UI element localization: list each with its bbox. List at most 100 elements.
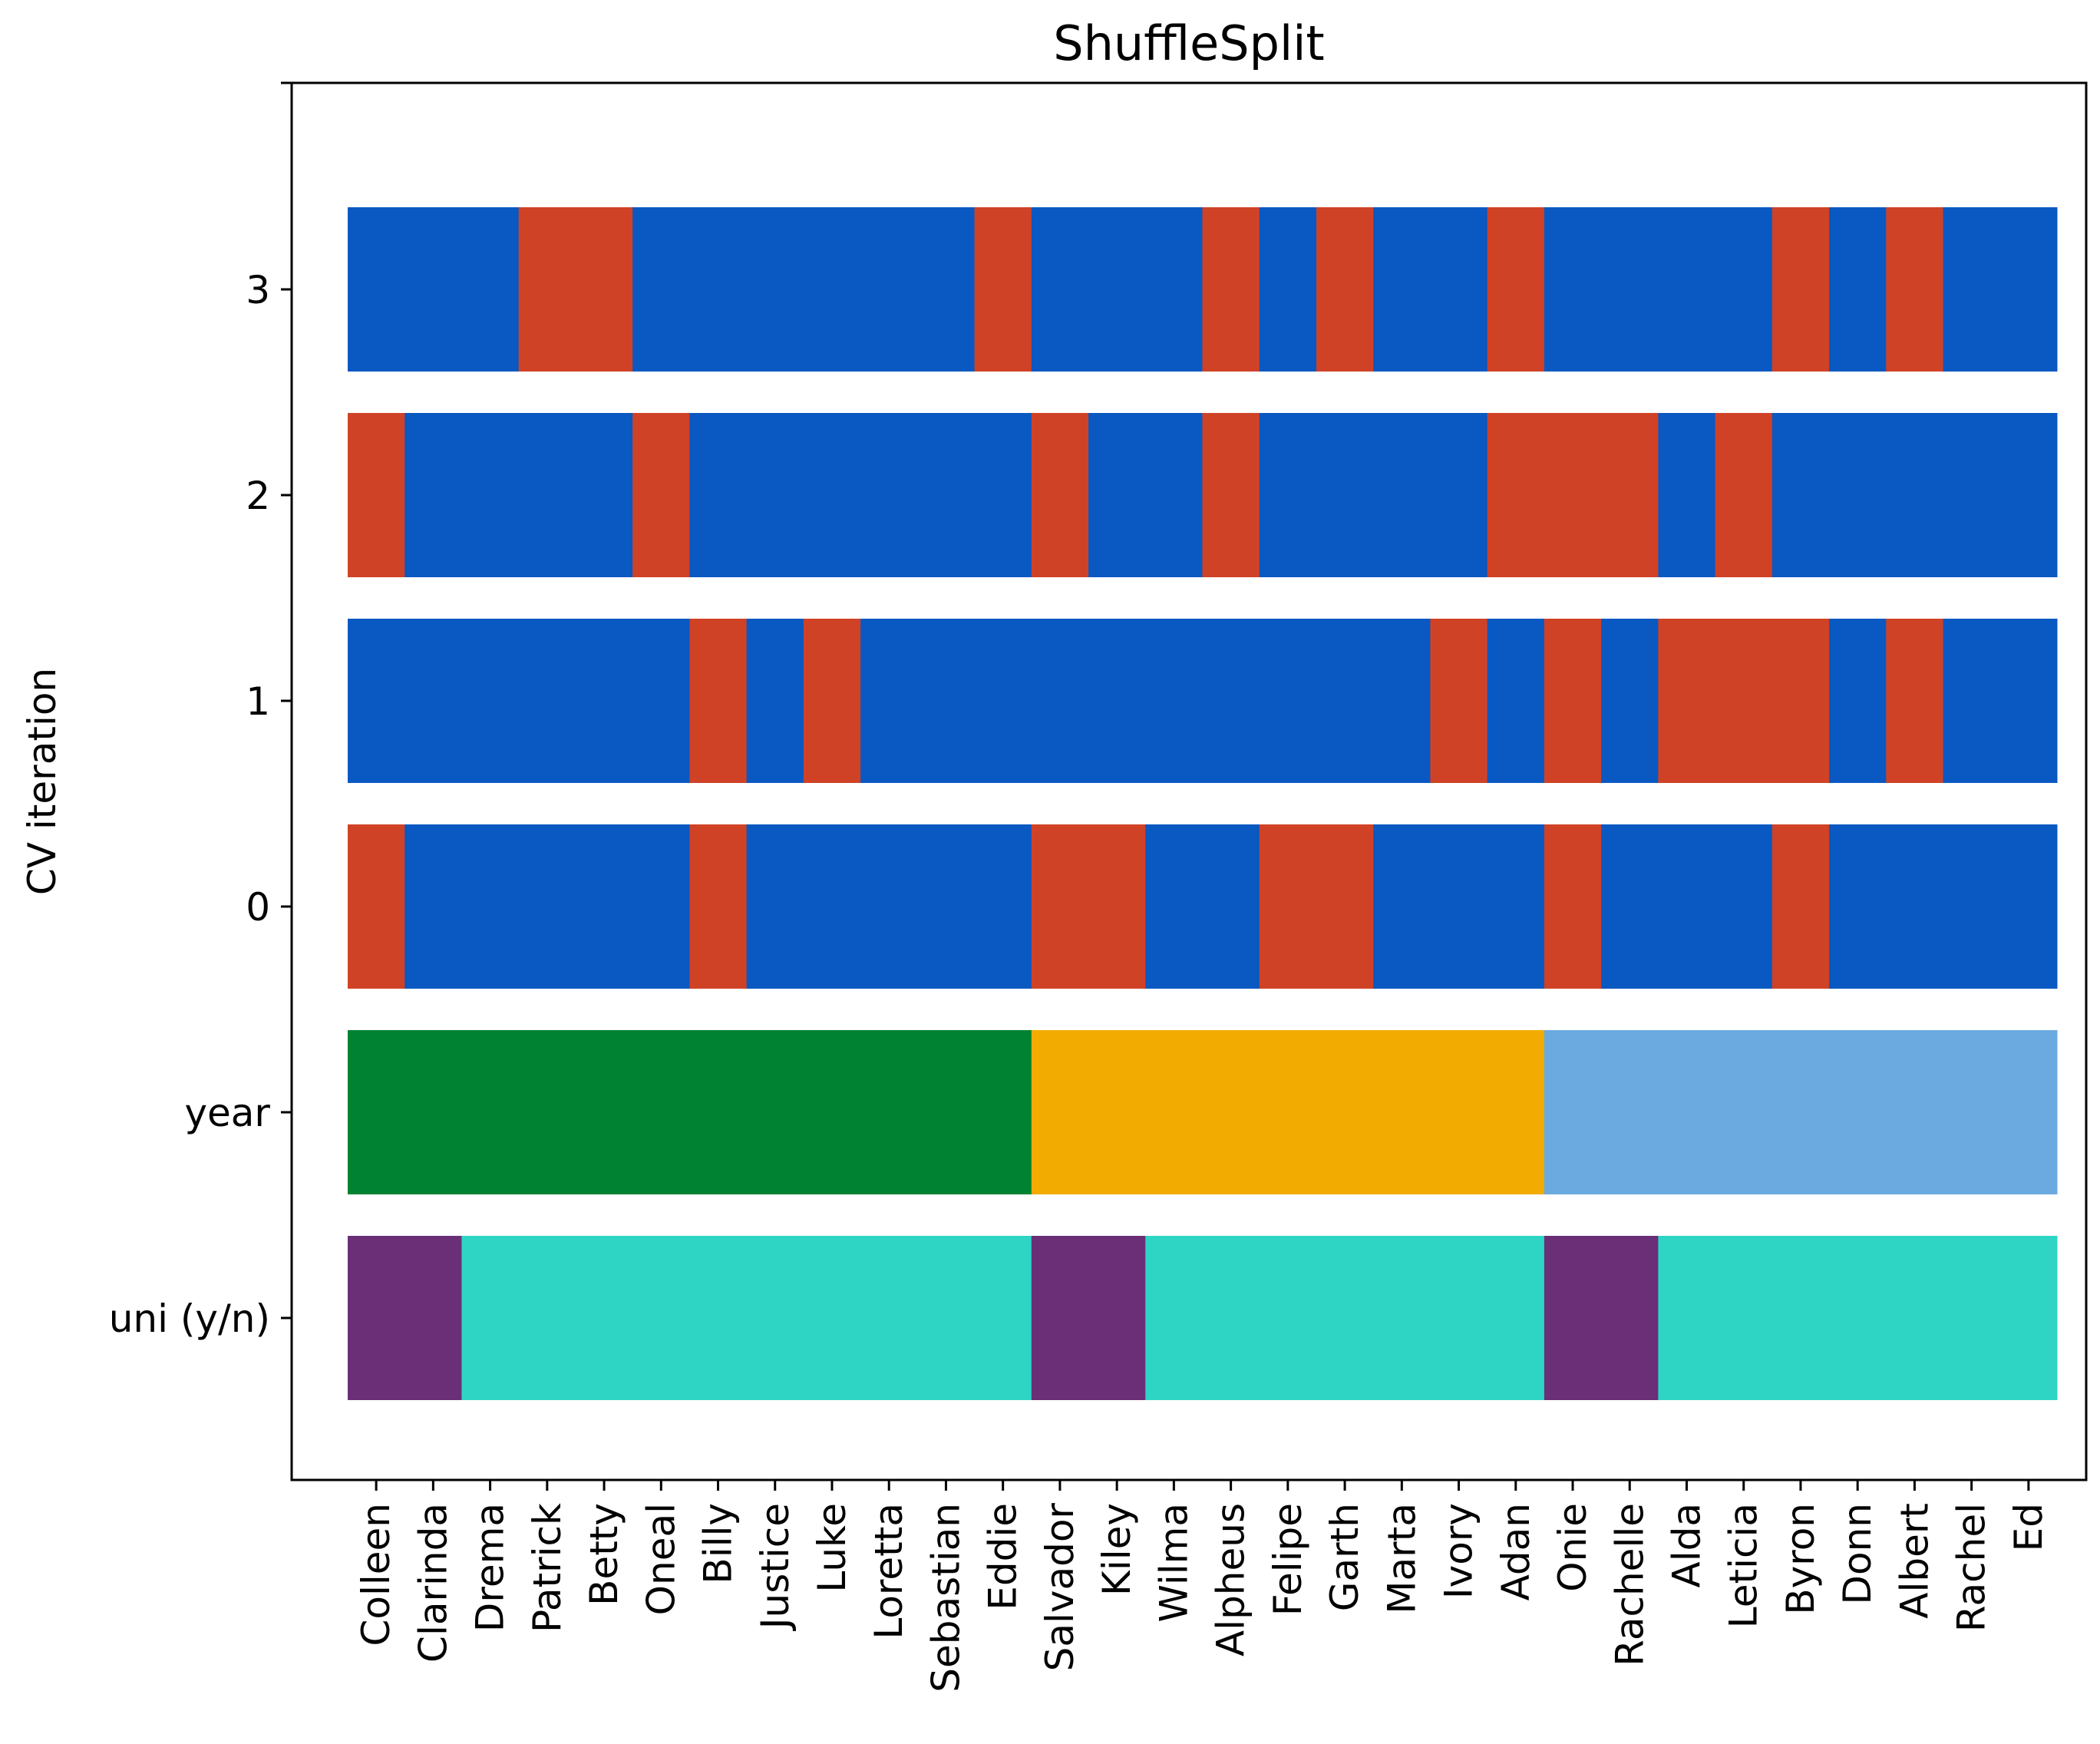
bar-segment-3-train [348,207,520,372]
x-tick-label-marta: Marta [1379,1503,1424,1614]
x-tick-label-kiley: Kiley [1095,1503,1139,1596]
bar-segment-3-train [1544,207,1773,372]
x-tick-label-ed: Ed [2006,1503,2051,1551]
bar-segment-3-test [1886,207,1944,372]
x-tick-label-patrick: Patrick [525,1503,570,1633]
bar-segment-3-train [1031,207,1203,372]
bar-segment-2-train [404,413,633,577]
bar-segment-3-test [1487,207,1545,372]
bar-segment-1-test [1544,619,1602,783]
bar-segment-3-train [1943,207,2058,372]
y-tick-label-uni-y-n: uni (y/n) [109,1296,270,1341]
x-tick-label-luke: Luke [810,1503,854,1593]
bar-segment-0-train [1373,824,1545,989]
bar-segment-3-train [1259,207,1317,372]
x-tick-label-eddie: Eddie [981,1503,1025,1610]
bar-segment-2-test [1487,413,1659,577]
x-ticks-layer: Colleen Clarinda Drema Patrick Betty Oneal Bil… [354,1480,2051,1693]
bar-segment-2-test [1031,413,1089,577]
bar-segment-0-train [746,824,1032,989]
bar-segment-1-train [1487,619,1545,783]
bar-segment-3-test [1316,207,1374,372]
y-tick-label-2: 2 [246,474,270,518]
bar-segment-1-test [1886,619,1944,783]
x-tick-label-byron: Byron [1778,1503,1823,1615]
bar-segment-0-test [1544,824,1602,989]
bar-segment-0-test [689,824,748,989]
y-tick-label-0: 0 [246,885,270,930]
bar-segment-2-train [1259,413,1488,577]
bar-segment-0-train [1601,824,1773,989]
y-tick-label-1: 1 [246,679,270,724]
bar-segment-3-train [632,207,976,372]
bar-segment-1-test [1430,619,1488,783]
bar-segment-0-test [1259,824,1374,989]
y-tick-label-year: year [184,1091,270,1135]
bar-segment-2-train [1658,413,1716,577]
bar-segment-uni-y-n-n [1658,1236,2058,1400]
x-tick-label-sebastian: Sebastian [923,1503,968,1693]
x-tick-label-rachelle: Rachelle [1607,1503,1652,1666]
x-tick-label-clarinda: Clarinda [411,1503,455,1663]
bar-segment-0-test [1771,824,1830,989]
x-tick-label-donn: Donn [1835,1503,1880,1604]
x-tick-label-rachel: Rachel [1950,1503,1994,1632]
bar-segment-uni-y-n-y [1031,1236,1146,1400]
bar-segment-3-train [1829,207,1887,372]
y-axis-label: CV iteration [20,668,64,895]
x-tick-label-garth: Garth [1322,1503,1367,1611]
x-tick-label-billy: Billy [696,1503,741,1584]
bar-segment-uni-y-n-n [461,1236,1032,1400]
x-tick-label-alpheus: Alpheus [1209,1503,1253,1656]
bar-segment-2-test [348,413,405,577]
bar-segment-year-g3 [1544,1030,2058,1194]
x-tick-label-drema: Drema [468,1503,513,1632]
x-tick-label-salvador: Salvador [1038,1503,1082,1672]
bar-segment-1-test [803,619,861,783]
x-tick-label-onie: Onie [1550,1503,1595,1592]
bar-segment-1-test [1658,619,1830,783]
bar-segment-1-train [1601,619,1659,783]
bar-segment-3-test [974,207,1032,372]
chart-title: ShuffleSplit [1053,15,1325,71]
bar-segment-2-train [689,413,1032,577]
bar-segment-2-test [1202,413,1260,577]
bar-segment-year-g2 [1031,1030,1545,1194]
x-tick-label-wilma: Wilma [1151,1503,1196,1622]
x-tick-label-leticia: Leticia [1722,1503,1766,1628]
bar-segment-1-train [746,619,804,783]
bar-segment-1-train [348,619,690,783]
bar-segment-2-train [1088,413,1203,577]
axes-frame [290,81,2088,1481]
bar-segment-2-test [632,413,690,577]
bar-segment-1-train [1943,619,2058,783]
bar-segment-year-g1 [348,1030,1032,1194]
bar-segment-uni-y-n-n [1145,1236,1545,1400]
bar-segment-3-test [1202,207,1260,372]
bar-segment-0-train [1829,824,2058,989]
x-tick-label-betty: Betty [582,1503,626,1606]
bar-segment-1-test [689,619,748,783]
x-tick-label-ivory: Ivory [1437,1503,1481,1599]
bar-segment-uni-y-n-y [348,1236,462,1400]
y-tick-label-3: 3 [246,268,270,312]
x-tick-label-alda: Alda [1664,1503,1709,1587]
y-ticks-layer: 3 2 1 0 year uni (y/n) [109,81,292,1341]
x-tick-label-colleen: Colleen [354,1503,398,1647]
bar-segment-0-train [404,824,690,989]
x-tick-label-felipe: Felipe [1266,1503,1310,1616]
x-tick-label-albert: Albert [1892,1503,1937,1619]
bar-segment-3-train [1373,207,1488,372]
bar-segment-1-train [860,619,1431,783]
bar-segment-0-test [1031,824,1146,989]
bar-segment-2-test [1715,413,1773,577]
x-tick-label-loretta: Loretta [867,1503,911,1640]
x-tick-label-adan: Adan [1494,1503,1538,1600]
bar-segment-uni-y-n-y [1544,1236,1659,1400]
bar-segment-1-train [1829,619,1887,783]
x-tick-label-justice: Justice [753,1503,797,1631]
bar-segment-2-train [1771,413,2058,577]
x-tick-label-oneal: Oneal [639,1503,683,1615]
